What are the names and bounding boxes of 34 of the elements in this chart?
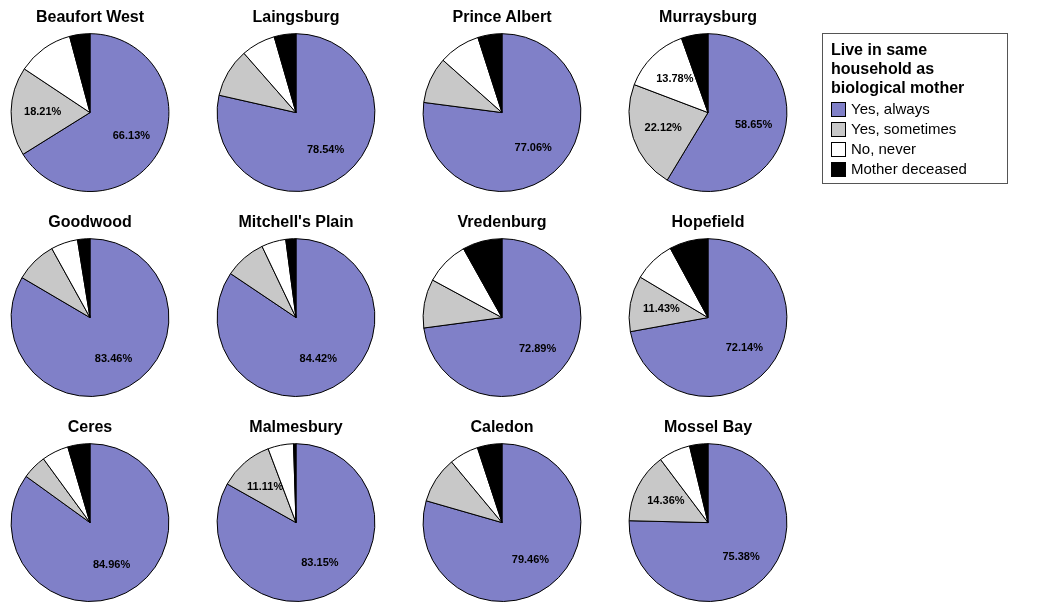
data-label: 72.14% — [725, 340, 764, 353]
legend-label: No, never — [851, 139, 917, 159]
chart-title: Murraysburg — [659, 8, 757, 26]
data-label: 77.06% — [514, 141, 553, 154]
data-label: 22.12% — [644, 121, 683, 134]
data-label: 83.15% — [301, 556, 339, 569]
data-label: 14.36% — [647, 493, 685, 506]
data-label: 72.89% — [518, 341, 557, 354]
chart-title: Mossel Bay — [663, 418, 753, 436]
chart-title: Ceres — [67, 418, 113, 436]
legend-title: Live in same household as biological mother — [831, 40, 966, 97]
chart-title: Hopefield — [671, 213, 745, 231]
chart-title: Mitchell's Plain — [238, 213, 354, 231]
chart-title: Vredenburg — [457, 213, 547, 231]
legend-label: Mother deceased — [851, 159, 967, 179]
chart-title: Malmesbury — [249, 418, 343, 436]
data-label: 84.42% — [299, 352, 338, 365]
chart-title: Beaufort West — [35, 8, 145, 26]
data-label: 66.13% — [112, 128, 151, 141]
data-label: 79.46% — [511, 553, 550, 566]
data-label: 58.65% — [734, 118, 773, 131]
data-label: 11.43% — [643, 302, 680, 315]
chart-title: Prince Albert — [452, 8, 553, 26]
legend-label: Yes, always — [851, 99, 930, 119]
data-label: 83.46% — [94, 351, 133, 364]
chart-title: Laingsburg — [252, 8, 340, 26]
data-label: 75.38% — [722, 549, 760, 562]
data-label: 78.54% — [306, 142, 345, 155]
chart-title: Caledon — [470, 418, 534, 436]
chart-title: Goodwood — [48, 213, 132, 231]
data-label: 13.78% — [656, 71, 694, 84]
data-label: 84.96% — [92, 557, 131, 570]
legend-label: Yes, sometimes — [851, 119, 957, 139]
data-label: 18.21% — [24, 104, 62, 117]
